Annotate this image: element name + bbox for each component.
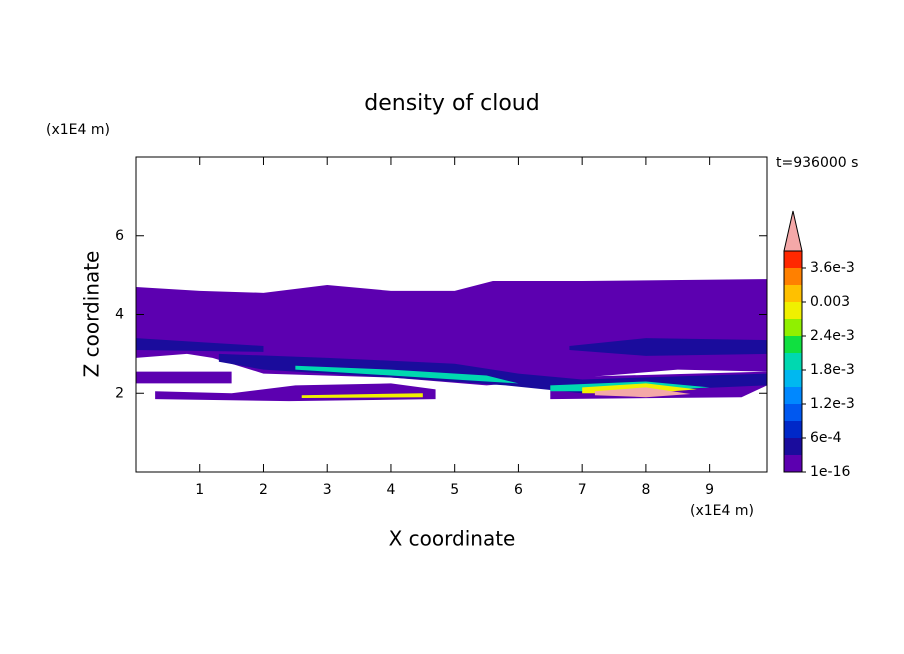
contour-region — [136, 338, 264, 352]
contour-region — [594, 387, 691, 398]
colorbar-bin — [784, 302, 802, 319]
x-tick-label: 7 — [578, 482, 587, 498]
x-tick-label: 3 — [323, 482, 332, 498]
colorbar-tick-label: 1.2e-3 — [810, 396, 855, 412]
colorbar-bin — [784, 319, 802, 336]
colorbar-bin — [784, 251, 802, 268]
colorbar-bin — [784, 438, 802, 455]
colorbar-frame — [783, 250, 803, 473]
contour-region — [301, 393, 423, 398]
contour-region — [155, 383, 436, 402]
x-tick-label: 4 — [386, 482, 395, 498]
colorbar-tick-label: 1.8e-3 — [810, 362, 855, 378]
colorbar-bin — [784, 336, 802, 353]
colorbar-bin — [784, 353, 802, 370]
colorbar-tick-label: 3.6e-3 — [810, 260, 855, 276]
x-tick-label: 6 — [514, 482, 523, 498]
x-tick-label: 8 — [641, 482, 650, 498]
x-tick-label: 1 — [195, 482, 204, 498]
colorbar-tick-label: 0.003 — [810, 294, 850, 310]
colorbar-bin — [784, 268, 802, 285]
colorbar-bin — [784, 387, 802, 404]
chart-title: density of cloud — [364, 91, 539, 116]
x-tick-label: 9 — [705, 482, 714, 498]
contour-region — [136, 371, 232, 384]
colorbar-tick-label: 1e-16 — [810, 464, 850, 480]
y-tick-label: 4 — [115, 307, 124, 323]
colorbar-tick-label: 2.4e-3 — [810, 328, 855, 344]
colorbar-tick-label: 6e-4 — [810, 430, 842, 446]
colorbar-bin — [784, 404, 802, 421]
colorbar-bin — [784, 455, 802, 472]
y-unit: (x1E4 m) — [46, 122, 110, 138]
x-axis-label: X coordinate — [389, 527, 516, 551]
time-annotation: t=936000 s — [776, 155, 858, 171]
colorbar-bin — [784, 285, 802, 302]
y-axis-label: Z coordinate — [80, 251, 104, 378]
x-unit: (x1E4 m) — [690, 503, 754, 519]
colorbar-extension — [783, 210, 803, 252]
colorbar-bin — [784, 370, 802, 387]
colorbar-bin — [784, 421, 802, 438]
y-tick-label: 2 — [115, 385, 124, 401]
contour-region — [569, 338, 767, 356]
x-tick-label: 5 — [450, 482, 459, 498]
y-tick-label: 6 — [115, 228, 124, 244]
contour-region — [295, 365, 519, 384]
x-tick-label: 2 — [259, 482, 268, 498]
